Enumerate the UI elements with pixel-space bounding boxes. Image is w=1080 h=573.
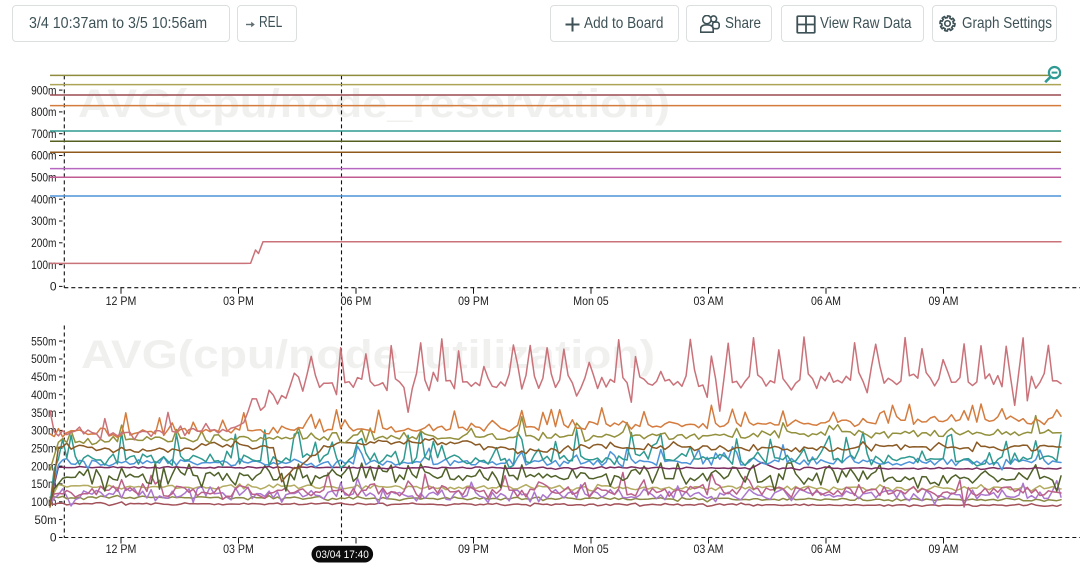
svg-text:03 PM: 03 PM: [223, 294, 254, 308]
svg-text:200m: 200m: [31, 236, 56, 250]
svg-text:09 AM: 09 AM: [928, 294, 958, 308]
svg-text:250m: 250m: [31, 441, 56, 455]
svg-text:03 AM: 03 AM: [693, 294, 723, 308]
svg-text:0: 0: [50, 531, 57, 545]
svg-text:06 AM: 06 AM: [811, 294, 841, 308]
svg-text:300m: 300m: [31, 214, 56, 228]
svg-text:700m: 700m: [31, 127, 56, 141]
svg-text:09 PM: 09 PM: [458, 294, 489, 308]
svg-text:0: 0: [50, 280, 57, 294]
svg-text:12 PM: 12 PM: [106, 542, 137, 556]
svg-text:03 AM: 03 AM: [693, 542, 723, 556]
svg-text:900m: 900m: [31, 83, 56, 97]
svg-text:06 PM: 06 PM: [341, 294, 372, 308]
svg-text:100m: 100m: [31, 258, 56, 272]
svg-text:AVG(cpu/node_reservation): AVG(cpu/node_reservation): [78, 82, 670, 126]
svg-text:400m: 400m: [31, 192, 56, 206]
svg-text:03 PM: 03 PM: [223, 542, 254, 556]
svg-text:Mon 05: Mon 05: [573, 542, 609, 556]
svg-text:09 AM: 09 AM: [928, 542, 958, 556]
svg-text:550m: 550m: [31, 334, 56, 348]
svg-text:350m: 350m: [31, 406, 56, 420]
svg-text:400m: 400m: [31, 388, 56, 402]
svg-text:06 AM: 06 AM: [811, 542, 841, 556]
svg-text:500m: 500m: [31, 171, 56, 185]
svg-text:450m: 450m: [31, 370, 56, 384]
svg-text:150m: 150m: [31, 477, 56, 491]
svg-text:03/04 17:40: 03/04 17:40: [316, 549, 369, 561]
svg-text:800m: 800m: [31, 105, 56, 119]
svg-text:09 PM: 09 PM: [458, 542, 489, 556]
svg-text:500m: 500m: [31, 352, 56, 366]
svg-text:Mon 05: Mon 05: [573, 294, 609, 308]
svg-text:12 PM: 12 PM: [106, 294, 137, 308]
svg-text:600m: 600m: [31, 149, 56, 163]
svg-text:50m: 50m: [35, 513, 57, 527]
